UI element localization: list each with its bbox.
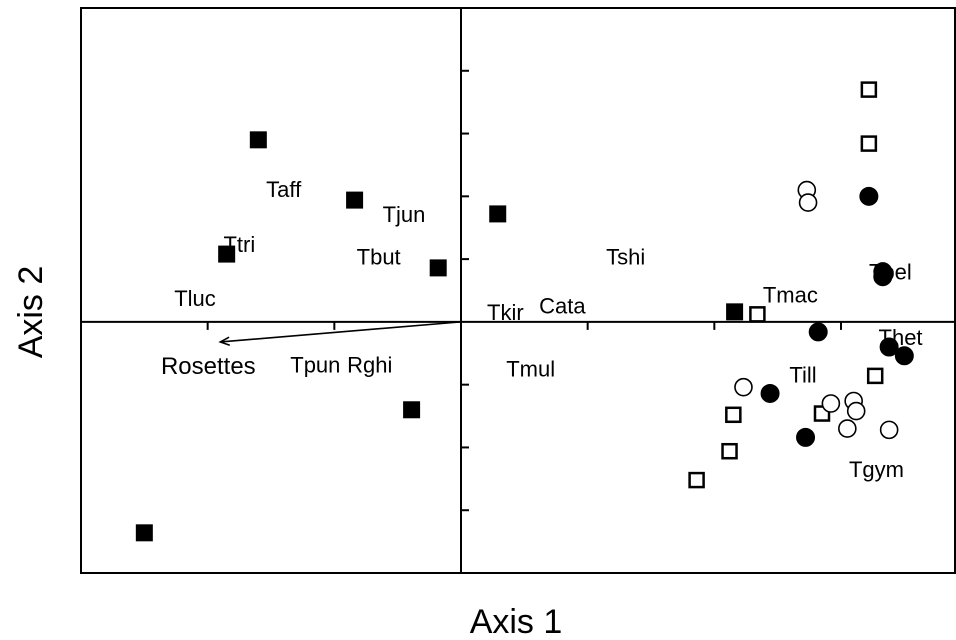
point-label: Taff: [266, 177, 302, 202]
point-label: Tbut: [357, 245, 401, 270]
point-filled-square: [249, 131, 267, 149]
point-open-square: [866, 367, 884, 385]
axis-ticks: [206, 69, 842, 512]
rosettes-arrowhead: [218, 336, 231, 347]
point-open-circle: [879, 420, 899, 440]
point-open-circle: [821, 394, 841, 413]
point-label: Tjun: [383, 202, 426, 227]
plot-frame-layer: [80, 7, 956, 574]
point-filled-square: [346, 191, 364, 209]
point-label: Tluc: [174, 286, 216, 311]
point-open-circle: [798, 193, 818, 212]
point-label: Tmul: [506, 356, 555, 381]
point-filled-circle: [894, 346, 914, 366]
point-open-circle: [838, 419, 857, 438]
point-filled-circle: [873, 267, 893, 287]
point-filled-square: [135, 524, 153, 542]
point-label: Thet: [879, 325, 923, 350]
rosettes-label: Rosettes: [161, 353, 256, 380]
point-open-square: [860, 135, 878, 152]
point-filled-square: [726, 303, 744, 321]
plot-frame: [80, 7, 956, 574]
point-label: Tbel: [869, 260, 912, 285]
rosettes-vector: [220, 321, 462, 343]
point-label: Tkir: [487, 300, 524, 325]
point-filled-square: [489, 205, 507, 223]
point-label: Tpun: [290, 353, 340, 378]
point-open-square: [860, 81, 878, 98]
point-label: Rghi: [347, 353, 392, 378]
point-label: Tgym: [849, 457, 904, 482]
point-filled-square: [218, 245, 236, 263]
point-filled-circle: [859, 186, 879, 206]
point-open-square: [725, 406, 742, 424]
data-points: [135, 81, 914, 542]
point-labels: Taff Ttri Tluc Tbut Tjun Tshi Tkir Cata Tmul Tpun…: [174, 177, 922, 482]
point-label: Tmac: [763, 282, 818, 307]
point-label: Ttri: [223, 232, 255, 257]
point-label: Cata: [539, 294, 586, 319]
point-filled-circle: [796, 427, 816, 447]
point-open-circle: [734, 377, 753, 397]
point-open-square: [721, 442, 738, 460]
x-axis-label: Axis 1: [470, 603, 563, 640]
point-filled-circle: [760, 383, 780, 403]
point-filled-circle: [879, 337, 899, 357]
point-filled-square: [429, 259, 447, 277]
point-open-circle: [846, 401, 866, 421]
point-filled-square: [403, 401, 421, 419]
point-filled-circle: [808, 322, 828, 342]
rosettes-vector-layer: Rosettes: [161, 321, 462, 380]
point-open-square: [688, 471, 705, 489]
point-label: Till: [789, 363, 816, 388]
y-axis-label: Axis 2: [12, 266, 50, 359]
point-open-square: [749, 306, 766, 323]
point-label: Tshi: [606, 245, 645, 270]
